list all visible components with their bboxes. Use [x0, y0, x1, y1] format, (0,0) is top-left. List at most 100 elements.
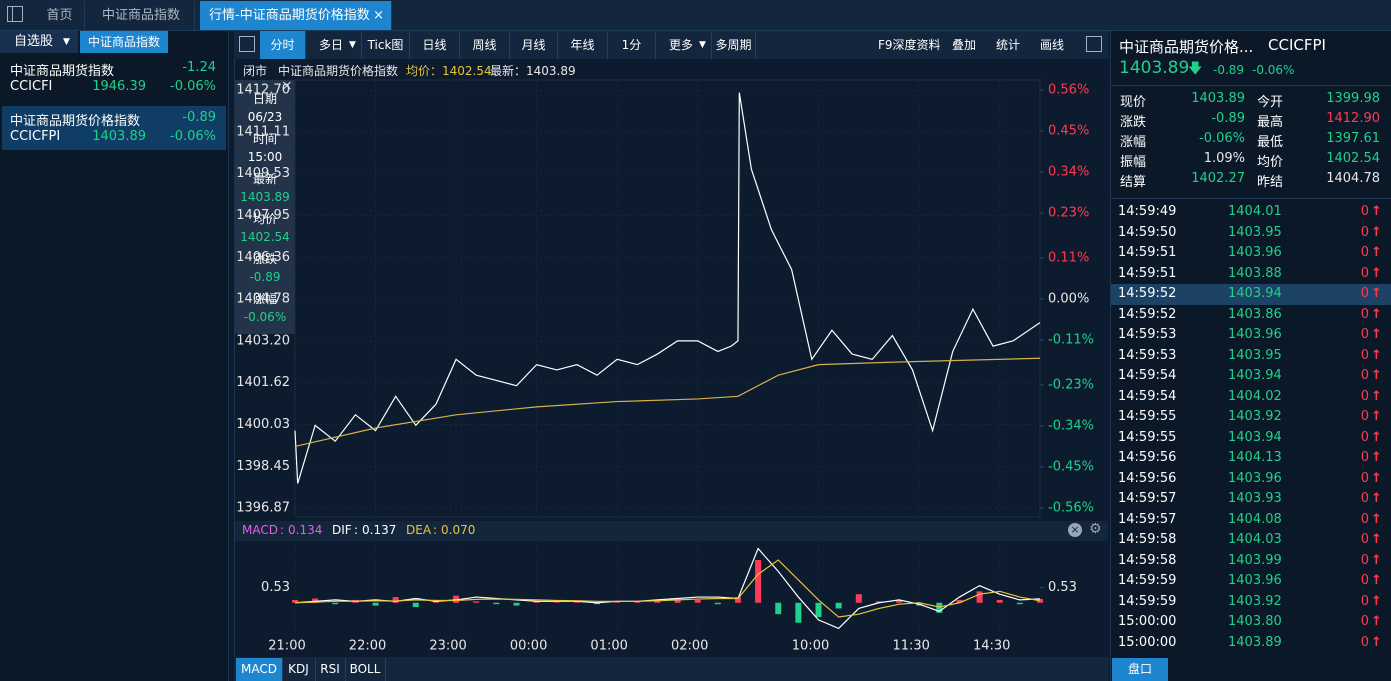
stat-label: 涨跌 — [1120, 115, 1147, 130]
macd-bar — [674, 598, 681, 603]
selected-row[interactable] — [2, 106, 226, 150]
stat-value: 1399.98 — [1326, 91, 1380, 106]
tooltip-label: 涨跌 — [252, 252, 277, 266]
macd-line — [294, 559, 1041, 618]
tick-volume: 0 — [1360, 204, 1369, 219]
dropdown-arrow[interactable]: ▼ — [349, 40, 356, 50]
tick-time: 14:59:56 — [1118, 470, 1177, 486]
toolbar-button[interactable]: 月线 — [510, 31, 558, 59]
tooltip-label: 涨幅 — [252, 292, 277, 306]
toolbar-button[interactable]: 1分 — [608, 31, 656, 59]
tick-price: 1403.80 — [1228, 614, 1282, 629]
toolbar-button[interactable]: 画线 — [1040, 38, 1065, 52]
tooltip-value: 1402.54 — [240, 230, 290, 244]
stock-name: 中证商品期货指数 — [10, 64, 115, 79]
tab[interactable]: 中证商品指数 — [88, 1, 195, 30]
y-tick-label: 1411.11 — [236, 124, 290, 139]
panel-icon[interactable] — [1086, 36, 1102, 52]
info-name: 中证商品期货价格指数 — [278, 64, 399, 78]
y-tick-label: 1407.95 — [236, 208, 290, 223]
panel-tab[interactable]: 盘口 — [1112, 658, 1168, 681]
macd-bar — [714, 602, 721, 605]
tooltip-close[interactable]: × — [281, 78, 293, 94]
toolbar-button[interactable]: 叠加 — [952, 38, 977, 52]
quote-code: CCICFPI — [1268, 36, 1326, 54]
indicator-tab[interactable]: MACD — [236, 658, 283, 681]
up-arrow: ↑ — [1371, 245, 1382, 260]
macd-bar — [372, 602, 379, 606]
close-icon[interactable]: × — [373, 8, 384, 23]
chart-icon[interactable] — [239, 36, 255, 52]
tab[interactable]: 首页 — [35, 1, 85, 30]
tab[interactable]: 行情-中证商品期货价格指数 × — [200, 1, 392, 30]
x-tick-label: 11:30 — [892, 639, 929, 654]
dropdown-arrow[interactable]: ▼ — [699, 40, 706, 50]
macd-bar — [936, 602, 943, 613]
up-arrow: ↑ — [1371, 532, 1382, 547]
y-tick-label: 1412.70 — [236, 83, 290, 98]
chart: 1412.70 1411.11 1409.53 1407.95 1406.36 1404.… — [236, 79, 1094, 654]
toolbar-button[interactable]: 分时 — [260, 31, 306, 59]
price-line — [294, 92, 1041, 484]
y-tick-label: 1398.45 — [236, 459, 290, 474]
tick-time: 15:00:00 — [1118, 614, 1177, 629]
stat-label: 最低 — [1257, 135, 1284, 150]
stock-code: CCICFI — [10, 79, 53, 94]
stat-label: 今开 — [1257, 95, 1284, 110]
up-arrow: ↑ — [1371, 511, 1382, 527]
up-arrow: ↑ — [1371, 634, 1382, 650]
stat-label: 振幅 — [1120, 155, 1147, 170]
macd-bar — [392, 597, 399, 603]
indicator-tab[interactable]: BOLL — [345, 658, 386, 681]
toolbar-button[interactable]: 多周期 — [712, 31, 756, 59]
tick-price: 1403.95 — [1228, 224, 1282, 240]
x-tick-label: 23:00 — [429, 639, 466, 654]
up-arrow: ↑ — [1371, 429, 1382, 445]
selected-row[interactable] — [1111, 284, 1391, 305]
toolbar — [234, 31, 1109, 59]
tick-time: 14:59:56 — [1118, 450, 1177, 465]
toolbar-button[interactable]: 年线 — [558, 31, 608, 59]
dropdown-arrow[interactable]: ▼ — [63, 37, 70, 47]
tick-volume: 0 — [1360, 306, 1369, 322]
macd-bar — [594, 602, 601, 605]
tick-time: 14:59:50 — [1118, 224, 1177, 240]
macd-bar — [755, 559, 762, 603]
indicator-tab[interactable]: KDJ — [282, 658, 316, 681]
toolbar-button[interactable]: 多日 — [306, 31, 362, 59]
x-tick-label: 22:00 — [349, 639, 386, 654]
tick-price: 1403.89 — [1228, 634, 1282, 650]
indicator-value: 0.137 — [362, 523, 397, 537]
indicator-sep: : — [433, 523, 438, 537]
tooltip — [235, 80, 295, 334]
toolbar-button[interactable]: F9深度资料 — [878, 38, 941, 52]
y-tick-label: 1406.36 — [236, 250, 290, 265]
stat-label: 现价 — [1120, 95, 1147, 110]
x-tick-label: 00:00 — [510, 639, 547, 654]
y-tick-label: 1409.53 — [236, 166, 290, 181]
indicator-sep: : — [354, 523, 359, 537]
up-arrow: ↑ — [1371, 224, 1382, 240]
tick-volume: 0 — [1360, 491, 1369, 506]
toolbar-button[interactable]: 更多 — [656, 31, 712, 59]
macd-bar — [614, 601, 621, 603]
toolbar-button[interactable]: 日线 — [410, 31, 460, 59]
tick-time: 14:59:57 — [1118, 491, 1177, 506]
close-icon[interactable]: × — [1068, 523, 1082, 537]
tick-price: 1403.94 — [1228, 368, 1282, 383]
y2-tick-label: 0.45% — [1048, 124, 1089, 139]
y-tick-label: 1404.78 — [236, 292, 290, 307]
up-arrow: ↑ — [1371, 368, 1382, 383]
tick-price: 1403.96 — [1228, 327, 1282, 342]
toolbar-button[interactable]: 周线 — [460, 31, 510, 59]
watch-tab[interactable]: 中证商品指数 — [80, 31, 168, 53]
menu-icon[interactable] — [7, 6, 23, 22]
tick-volume: 0 — [1360, 593, 1369, 609]
macd-bar — [1037, 598, 1043, 603]
indicator-tab[interactable]: RSI — [315, 658, 346, 681]
settings-icon[interactable]: ⚙ — [1089, 521, 1102, 537]
tick-time: 14:59:59 — [1118, 593, 1177, 609]
watch-tab[interactable]: 自选股 — [0, 31, 78, 53]
toolbar-button[interactable]: Tick图 — [362, 31, 410, 59]
toolbar-button[interactable]: 统计 — [996, 38, 1021, 52]
